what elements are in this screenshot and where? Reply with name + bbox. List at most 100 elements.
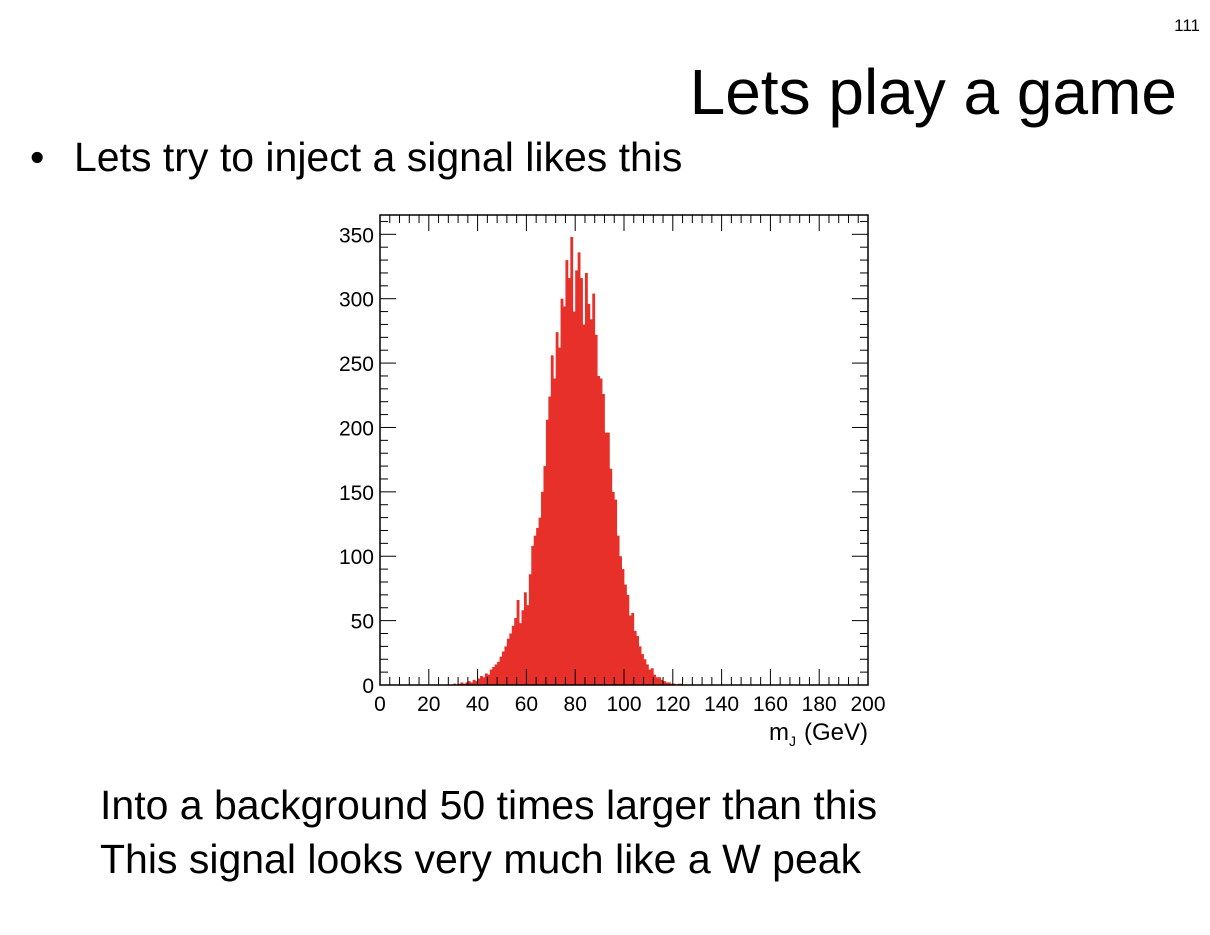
histogram-bar [624,584,627,685]
bullet-dot: • [30,134,45,180]
ticks-layer [379,215,869,686]
histogram-bar [638,646,642,685]
histogram-bar [626,594,630,685]
histogram-bar [516,600,520,685]
x-tick-label: 180 [802,693,837,716]
histogram-bar [660,679,664,685]
histogram-bar [528,574,532,685]
histogram-bar [472,679,476,685]
y-tick-label: 50 [351,611,374,634]
page-number: 111 [1174,16,1200,35]
histogram-bar [570,236,574,685]
histogram-bar [641,654,644,685]
histogram-bar [667,682,671,685]
x-tick-label: 100 [606,693,641,716]
histogram-bar [594,334,598,685]
bullet-text: Lets try to inject a signal likes this [74,134,683,180]
histogram-bar [636,636,640,685]
histogram-bar [584,272,588,685]
histogram-bar [460,682,464,685]
histogram-bar [582,324,586,685]
plot-frame [379,214,869,686]
x-tick-label: 160 [753,693,788,716]
y-tick-label: 300 [339,289,374,312]
x-axis-label-unit: (GeV) [804,719,868,746]
histogram-bar [653,674,657,685]
histogram-bar [548,396,552,685]
histogram-bar [497,661,500,685]
histogram-bar [550,355,554,685]
slide-title: Lets play a game [689,56,1177,128]
histogram-bar [519,623,522,685]
x-tick-label: 200 [850,693,885,716]
histogram-bar [533,535,537,685]
histogram-bar [477,678,481,685]
histogram-bar [631,612,635,685]
histogram-bar [489,669,493,685]
histogram-bar [563,306,566,685]
histogram-bar [577,252,581,685]
histogram-bar [645,664,649,685]
histogram-bar [504,646,508,685]
bars-layer [453,236,683,685]
histogram-bar [470,682,474,685]
histogram-bar [658,677,661,685]
histogram-bar [614,499,618,685]
x-axis-label-subscript: J [789,733,796,749]
histogram-bar [597,375,600,685]
histogram-bar [514,618,518,685]
histogram-bar [609,468,613,685]
histogram-bar [650,668,654,685]
y-tick-label: 100 [339,546,374,569]
histogram-bar [648,669,652,685]
histogram-bar [604,432,608,685]
histogram-bar [572,311,576,685]
histogram-bar [523,592,527,685]
histogram-bar [663,681,666,685]
histogram-bar [487,674,491,685]
histogram-bar [536,527,539,685]
x-tick-label: 140 [704,693,739,716]
y-tick-label: 350 [339,224,374,247]
histogram-bar [541,491,544,685]
histogram-chart: 0 20 40 60 80 100 120 140 160 180 200 0 50 100 150 200 2… [320,205,900,765]
histogram-bar [506,638,510,685]
histogram-bar [484,673,488,685]
histogram-bar [499,656,503,685]
histogram-bar [511,625,515,685]
bullet-item: • Lets try to inject a signal likes this [30,133,682,182]
histogram-bar [619,556,622,685]
histogram-bar [621,569,625,685]
histogram-bar [465,682,469,685]
histogram-bar [599,378,603,685]
x-tick-label: 120 [655,693,690,716]
histogram-bar [494,664,498,685]
histogram-bar [509,633,513,685]
histogram-bar [560,298,564,685]
x-tick-label: 40 [466,693,489,716]
histogram-bar [602,393,605,685]
histogram-bar [545,419,549,685]
histogram-bar [589,319,593,685]
histogram-bar [482,677,486,685]
x-tick-label: 80 [564,693,587,716]
histogram-bar [565,260,569,685]
histogram-bar [606,432,610,685]
histogram-bar [592,293,596,685]
y-tick-label: 250 [339,353,374,376]
y-tick-label: 150 [339,482,374,505]
histogram-bar [480,675,483,685]
footer-line-1: Into a background 50 times larger than t… [100,782,878,828]
tick-labels-layer: 0 20 40 60 80 100 120 140 160 180 200 0 50 100 150 200 2… [339,224,886,716]
histogram-bar [587,303,591,685]
footer-text: Into a background 50 times larger than t… [100,778,877,886]
x-tick-label: 20 [417,693,440,716]
footer-line-2: This signal looks very much like a W pea… [100,836,862,882]
histogram-bar [502,651,505,685]
histogram-bar [643,659,647,685]
x-tick-label: 60 [515,693,538,716]
histogram-bar [616,535,620,685]
x-tick-label: 0 [374,693,386,716]
histogram-bar [655,677,659,685]
histogram-bar [633,630,637,685]
